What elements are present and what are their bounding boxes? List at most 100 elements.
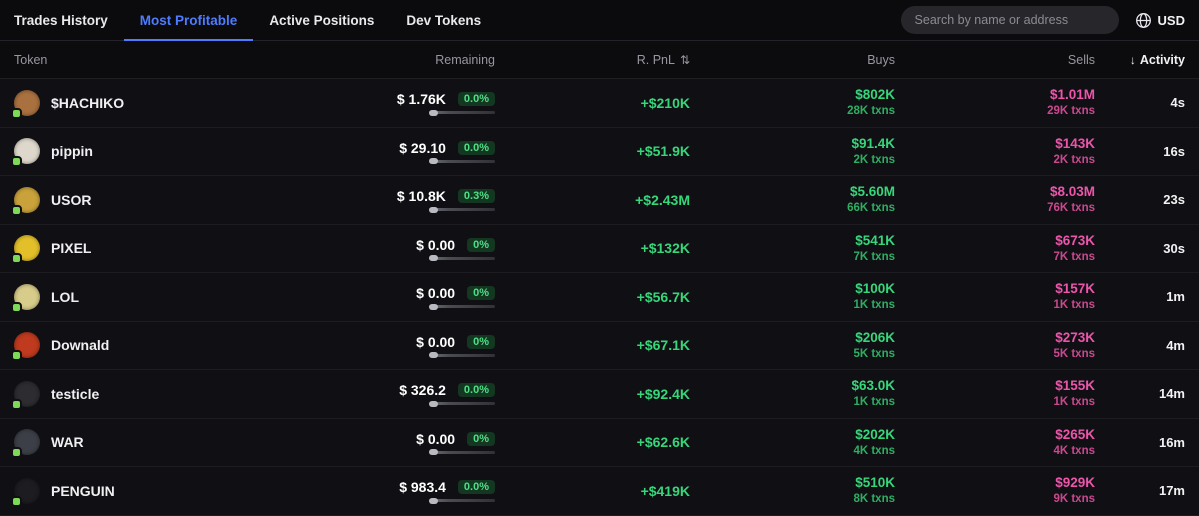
buys-value: $541K xyxy=(855,232,895,248)
remaining-percent-badge: 0.3% xyxy=(457,189,495,204)
remaining-percent-badge: 0.0% xyxy=(457,480,495,495)
progress-handle xyxy=(429,206,438,213)
remaining-progress-bar xyxy=(429,158,495,165)
buys-value: $802K xyxy=(855,87,895,103)
buys-cell: $5.60M 66K txns xyxy=(690,184,895,215)
activity-value: 17m xyxy=(1158,483,1185,499)
chain-badge-icon xyxy=(11,107,22,119)
sells-txns: 7K txns xyxy=(1053,250,1095,263)
sells-cell: $673K 7K txns xyxy=(895,233,1095,264)
buys-cell: $91.4K 2K txns xyxy=(690,136,895,167)
header-pnl[interactable]: R. PnL ⇅ xyxy=(636,52,690,67)
remaining-value: $ 10.8K xyxy=(396,188,446,205)
tab-trades-history[interactable]: Trades History xyxy=(14,0,124,40)
table-row[interactable]: testicle $ 326.2 0.0% +$92.4K $63.0K 1K … xyxy=(0,370,1199,419)
table-row[interactable]: USOR $ 10.8K 0.3% +$2.43M $5.60M 66K txn… xyxy=(0,176,1199,225)
header-token: Token xyxy=(14,52,48,67)
buys-txns: 2K txns xyxy=(853,153,895,166)
currency-selector[interactable]: USD xyxy=(1135,12,1185,29)
search-box xyxy=(900,6,1119,34)
token-name: PIXEL xyxy=(51,240,92,257)
buys-cell: $510K 8K txns xyxy=(690,475,895,506)
buys-value: $100K xyxy=(855,281,895,297)
header-activity[interactable]: ↓ Activity xyxy=(1129,52,1185,67)
remaining-value: $ 0.00 xyxy=(416,236,456,253)
pnl-cell: +$67.1K xyxy=(495,337,690,353)
globe-icon xyxy=(1135,12,1151,28)
token-cell: WAR xyxy=(11,429,330,459)
activity-cell: 16m xyxy=(1095,435,1185,450)
sells-value: $673K xyxy=(1055,232,1095,248)
buys-txns: 66K txns xyxy=(847,202,895,214)
activity-value: 16s xyxy=(1163,143,1185,159)
sells-cell: $273K 5K txns xyxy=(895,330,1095,361)
token-cell: testicle xyxy=(11,380,330,410)
pnl-value: +$92.4K xyxy=(636,385,690,402)
activity-value: 14m xyxy=(1158,386,1185,402)
progress-handle xyxy=(429,449,438,456)
buys-value: $63.0K xyxy=(851,378,895,394)
buys-cell: $541K 7K txns xyxy=(690,233,895,264)
sells-cell: $8.03M 76K txns xyxy=(895,184,1095,215)
activity-value: 23s xyxy=(1163,192,1185,208)
buys-txns: 5K txns xyxy=(853,347,895,360)
sells-value: $1.01M xyxy=(1049,87,1095,103)
buys-txns: 8K txns xyxy=(853,493,895,505)
remaining-progress-bar xyxy=(429,255,495,262)
buys-txns: 4K txns xyxy=(853,444,895,457)
remaining-cell: $ 0.00 0% xyxy=(330,333,495,359)
token-cell: PIXEL xyxy=(11,235,330,265)
buys-cell: $63.0K 1K txns xyxy=(690,378,895,409)
remaining-progress-bar xyxy=(429,109,495,116)
token-avatar xyxy=(11,332,40,362)
activity-cell: 4m xyxy=(1095,338,1185,353)
pnl-cell: +$92.4K xyxy=(495,386,690,402)
tab-most-profitable[interactable]: Most Profitable xyxy=(123,0,254,41)
activity-value: 16m xyxy=(1158,434,1185,450)
remaining-cell: $ 1.76K 0.0% xyxy=(330,91,495,116)
activity-cell: 23s xyxy=(1095,192,1185,207)
remaining-value: $ 29.10 xyxy=(399,139,446,156)
table-row[interactable]: LOL $ 0.00 0% +$56.7K $100K 1K txns $157… xyxy=(0,273,1199,322)
remaining-progress-bar xyxy=(429,449,495,456)
topbar-right: USD xyxy=(900,0,1185,40)
pnl-cell: +$62.6K xyxy=(495,434,690,450)
buys-cell: $202K 4K txns xyxy=(690,427,895,458)
tab-label: Active Positions xyxy=(269,12,375,28)
table-row[interactable]: Downald $ 0.00 0% +$67.1K $206K 5K txns … xyxy=(0,321,1199,370)
buys-value: $91.4K xyxy=(851,135,895,151)
buys-value: $206K xyxy=(855,329,895,345)
remaining-cell: $ 10.8K 0.3% xyxy=(330,188,495,213)
buys-value: $202K xyxy=(855,426,895,442)
buys-cell: $206K 5K txns xyxy=(690,330,895,361)
pnl-cell: +$132K xyxy=(495,240,690,256)
sells-txns: 9K txns xyxy=(1053,493,1095,505)
table-row[interactable]: $HACHIKO $ 1.76K 0.0% +$210K $802K 28K t… xyxy=(0,79,1199,128)
table-row[interactable]: pippin $ 29.10 0.0% +$51.9K $91.4K 2K tx… xyxy=(0,127,1199,176)
remaining-progress-bar xyxy=(429,303,495,310)
table-row[interactable]: WAR $ 0.00 0% +$62.6K $202K 4K txns $265… xyxy=(0,418,1199,467)
chain-badge-icon xyxy=(11,253,22,265)
table-row[interactable]: PIXEL $ 0.00 0% +$132K $541K 7K txns $67… xyxy=(0,224,1199,273)
chain-badge-icon xyxy=(11,447,22,459)
remaining-progress-bar xyxy=(429,206,495,213)
token-avatar xyxy=(11,380,40,410)
remaining-percent-badge: 0.0% xyxy=(457,92,495,107)
search-input[interactable] xyxy=(914,13,1105,27)
tab-active-positions[interactable]: Active Positions xyxy=(253,0,390,40)
remaining-value: $ 0.00 xyxy=(416,333,456,350)
pnl-cell: +$56.7K xyxy=(495,289,690,305)
pnl-value: +$67.1K xyxy=(636,337,690,354)
progress-handle xyxy=(429,352,438,359)
activity-value: 4s xyxy=(1170,95,1185,111)
activity-cell: 14m xyxy=(1095,386,1185,401)
token-table: $HACHIKO $ 1.76K 0.0% +$210K $802K 28K t… xyxy=(0,79,1199,516)
tab-label: Trades History xyxy=(14,12,108,28)
activity-cell: 1m xyxy=(1095,289,1185,304)
remaining-cell: $ 983.4 0.0% xyxy=(330,479,495,504)
token-avatar xyxy=(11,186,40,216)
tab-dev-tokens[interactable]: Dev Tokens xyxy=(390,0,497,40)
table-row[interactable]: PENGUIN $ 983.4 0.0% +$419K $510K 8K txn… xyxy=(0,467,1199,516)
token-avatar xyxy=(11,235,40,265)
activity-cell: 4s xyxy=(1095,95,1185,110)
